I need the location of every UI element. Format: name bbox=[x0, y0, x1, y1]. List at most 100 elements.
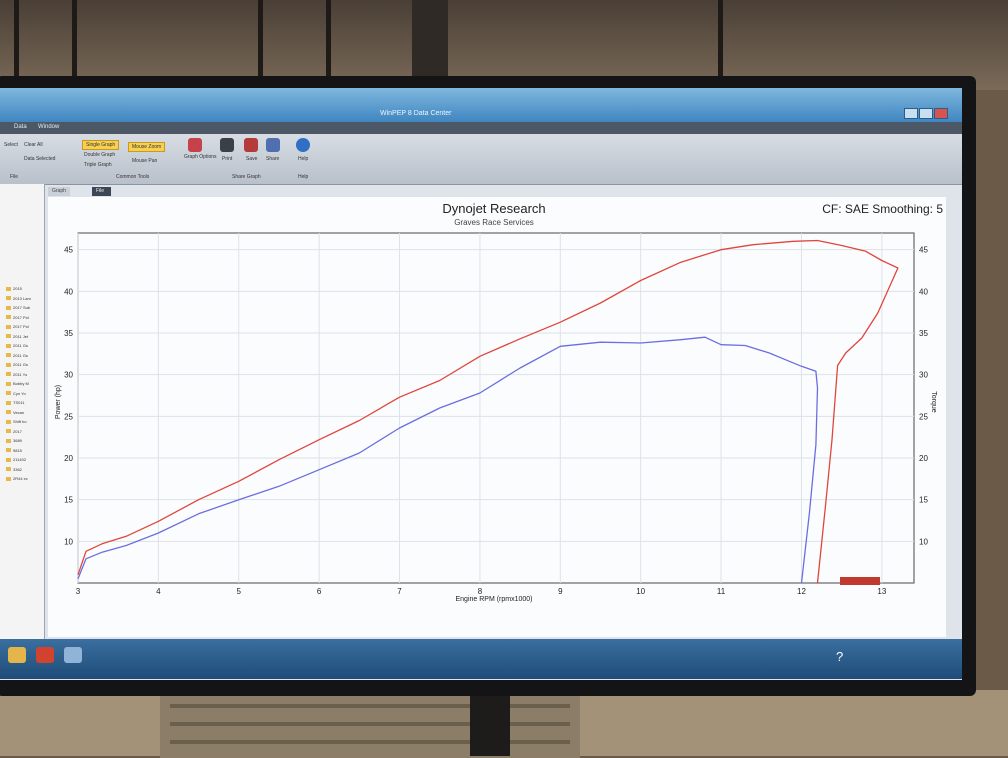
folder-icon[interactable] bbox=[8, 647, 26, 663]
sidebar-folder-item[interactable]: 2017 Pol bbox=[6, 324, 29, 329]
select-button[interactable]: Select bbox=[4, 142, 18, 148]
sidebar-folder-item[interactable]: 3689 bbox=[6, 438, 22, 443]
graph-options-icon[interactable] bbox=[188, 138, 202, 152]
x-tick-label: 12 bbox=[797, 587, 806, 596]
dynojet-logo bbox=[840, 577, 880, 585]
sidebar-folder-label: 2017 Pol bbox=[13, 314, 29, 320]
sidebar-folder-item[interactable]: 2017 Pol bbox=[6, 315, 29, 320]
single-graph-button[interactable]: Single Graph bbox=[82, 140, 120, 150]
sidebar-folder-item[interactable]: 2011 Gs bbox=[6, 353, 28, 358]
mouse-zoom-button[interactable]: Mouse Zoom bbox=[128, 142, 166, 152]
graph-panel: Dynojet Research Graves Race Services CF… bbox=[48, 197, 946, 637]
x-tick-label: 4 bbox=[156, 587, 161, 596]
sidebar-folder-label: 211402 bbox=[13, 457, 27, 462]
background-cable bbox=[14, 0, 19, 90]
sidebar-folder-item[interactable]: 211402 bbox=[6, 457, 26, 462]
sidebar-folder-label: 2011 Gs bbox=[13, 362, 28, 367]
menu-window[interactable]: Window bbox=[38, 124, 60, 130]
help-icon[interactable] bbox=[296, 138, 310, 152]
sidebar-folder-item[interactable]: 2015 bbox=[6, 286, 22, 291]
sidebar-folder-item[interactable]: Bobby M bbox=[6, 381, 29, 386]
sidebar-folder-item[interactable]: 2013 Lam bbox=[6, 296, 31, 301]
ribbon-group-common-tools: Common Tools bbox=[116, 174, 150, 180]
folder-icon bbox=[6, 410, 11, 415]
sidebar-folder-item[interactable]: 2011 Gs bbox=[6, 362, 28, 367]
sidebar-folder-item[interactable]: 3362 bbox=[6, 467, 22, 472]
ceiling-background bbox=[0, 0, 1008, 90]
double-graph-button[interactable]: Double Graph bbox=[84, 152, 116, 158]
sidebar-folder-label: Vecan bbox=[13, 409, 25, 415]
x-tick-label: 3 bbox=[76, 587, 81, 596]
mouse-pan-button[interactable]: Mouse Pan bbox=[132, 158, 158, 164]
sidebar-folder-label: 9815 bbox=[13, 447, 22, 453]
dyno-chart: Dynojet Research Graves Race Services CF… bbox=[55, 201, 943, 603]
maximize-button[interactable] bbox=[919, 108, 933, 119]
plot-area bbox=[77, 232, 915, 584]
folder-icon bbox=[6, 334, 11, 339]
windows-taskbar: ? bbox=[0, 639, 962, 679]
tab-graph-view[interactable]: Graph View bbox=[48, 187, 70, 203]
background-pipe bbox=[412, 0, 448, 90]
x-tick-label: 7 bbox=[397, 587, 402, 596]
folder-icon bbox=[6, 315, 11, 320]
monitor-screen: WinPEP 8 Data Center Data Window Select … bbox=[0, 88, 962, 680]
series-line-red bbox=[77, 239, 899, 584]
sidebar-folder-item[interactable]: 2R44 xx bbox=[6, 476, 28, 481]
menu-data[interactable]: Data bbox=[14, 124, 27, 130]
save-button[interactable]: Save bbox=[246, 156, 258, 162]
ribbon-group-share-graph: Share Graph bbox=[232, 174, 261, 180]
help-button[interactable]: Help bbox=[298, 156, 309, 162]
folder-icon bbox=[6, 286, 11, 291]
background-cable bbox=[258, 0, 263, 90]
x-tick-label: 13 bbox=[877, 587, 886, 596]
folder-icon bbox=[6, 467, 11, 472]
x-tick-label: 10 bbox=[636, 587, 645, 596]
sidebar-folder-item[interactable]: TS011 bbox=[6, 400, 25, 405]
folder-icon bbox=[6, 391, 11, 396]
sidebar-folder-label: 2011 Gs bbox=[13, 352, 28, 358]
sidebar-folder-item[interactable]: 2011 Gs bbox=[6, 343, 28, 348]
close-button[interactable] bbox=[934, 108, 948, 119]
media-player-icon[interactable] bbox=[36, 647, 54, 663]
sidebar-folder-label: 2017 Sub bbox=[13, 305, 31, 310]
sidebar-folder-item[interactable]: Shift bo bbox=[6, 419, 27, 424]
sidebar-folder-label: 2017 bbox=[13, 428, 22, 434]
print-icon[interactable] bbox=[220, 138, 234, 152]
sidebar-folder-label: 2011 Yo bbox=[13, 371, 28, 377]
tab-file-view[interactable]: File View bbox=[92, 187, 111, 203]
print-button[interactable]: Print bbox=[222, 156, 233, 162]
ribbon-toolbar: Select Clear All Data Selected File Sing… bbox=[0, 134, 962, 185]
sidebar-folder-item[interactable]: 2017 bbox=[6, 429, 22, 434]
y2-tick-label: 10 bbox=[919, 537, 928, 546]
app-icon[interactable] bbox=[64, 647, 82, 663]
sidebar-folder-label: 2R44 xx bbox=[13, 476, 28, 481]
sidebar-folder-item[interactable]: 2011 Jet bbox=[6, 334, 28, 339]
share-icon[interactable] bbox=[266, 138, 280, 152]
x-axis-label: Engine RPM (rpmx1000) bbox=[455, 596, 532, 603]
help-tray-icon[interactable]: ? bbox=[836, 649, 844, 664]
sidebar-folder-label: Shift bo bbox=[13, 419, 27, 424]
chart-subtitle: Graves Race Services bbox=[454, 218, 534, 227]
sidebar-folder-item[interactable]: 9815 bbox=[6, 448, 22, 453]
sidebar-folder-label: 3362 bbox=[13, 466, 22, 472]
folder-icon bbox=[6, 419, 11, 424]
share-button[interactable]: Share bbox=[266, 156, 280, 162]
sidebar-folder-label: 2017 Pol bbox=[13, 324, 29, 329]
x-tick-label: 8 bbox=[478, 587, 483, 596]
sidebar-folder-item[interactable]: Vecan bbox=[6, 410, 24, 415]
folder-icon bbox=[6, 457, 11, 462]
sidebar-folder-item[interactable]: 2011 Yo bbox=[6, 372, 27, 377]
file-tree-sidebar: 2015 2013 Lam 2017 Sub 2017 Pol 2017 Pol 2011… bbox=[0, 184, 45, 639]
sidebar-folder-item[interactable]: 2017 Sub bbox=[6, 305, 30, 310]
save-icon[interactable] bbox=[244, 138, 258, 152]
sidebar-folder-item[interactable]: Cyn Yo bbox=[6, 391, 26, 396]
sidebar-folder-label: 2011 Jet bbox=[13, 333, 29, 339]
clear-all-button[interactable]: Clear All bbox=[24, 142, 43, 148]
graph-options-button[interactable]: Graph Options bbox=[184, 154, 217, 160]
y2-tick-label: 40 bbox=[919, 287, 928, 296]
triple-graph-button[interactable]: Triple Graph bbox=[84, 162, 112, 168]
data-selected-button[interactable]: Data Selected bbox=[24, 156, 56, 162]
y-tick-label: 15 bbox=[64, 496, 73, 505]
monitor-stand bbox=[470, 690, 510, 756]
minimize-button[interactable] bbox=[904, 108, 918, 119]
